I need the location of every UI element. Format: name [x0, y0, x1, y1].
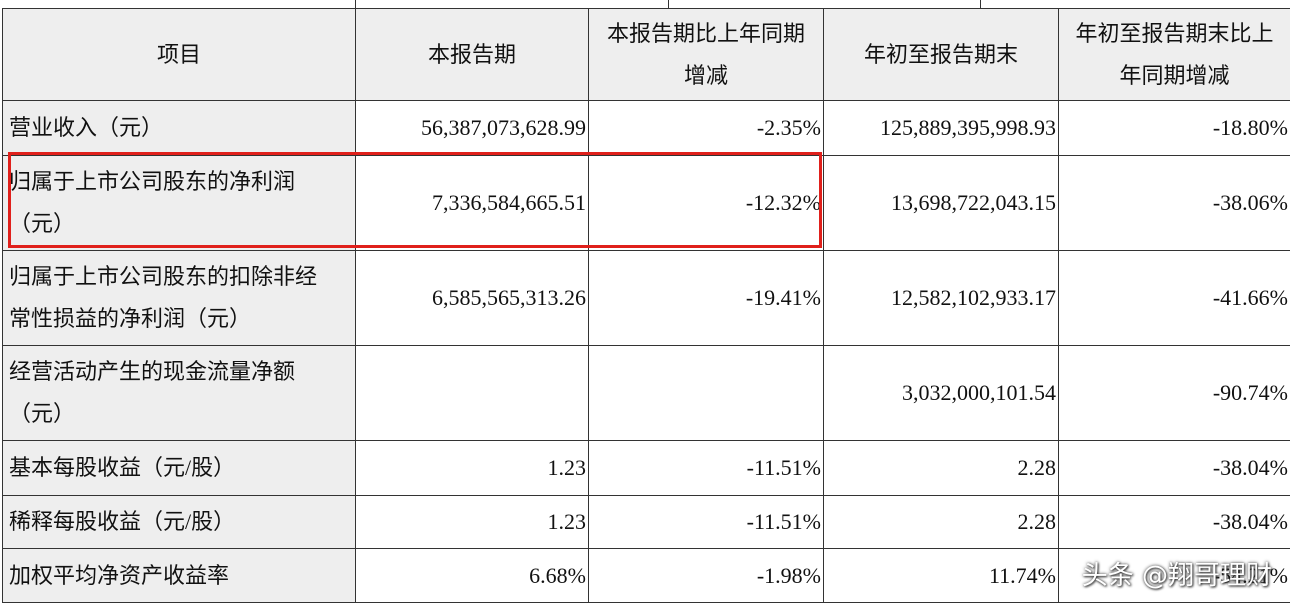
- value-cell: -11.51%: [588, 440, 824, 496]
- cell-text: -90.74%: [1212, 380, 1288, 405]
- value-cell: -18.80%: [1058, 100, 1290, 156]
- row-label: 营业收入（元）: [2, 100, 356, 156]
- value-cell: 12,582,102,933.17: [823, 250, 1059, 346]
- cell-text: 本报告期: [427, 41, 516, 67]
- cell-text: 年初至报告期末比上: [1075, 20, 1274, 46]
- cell-text: -38.04%: [1212, 509, 1288, 534]
- cell-text: -2.35%: [756, 115, 821, 140]
- cell-text: （元）: [9, 211, 76, 236]
- cell-text: -1.98%: [756, 562, 821, 588]
- value-cell: 125,889,395,998.93: [823, 100, 1059, 156]
- value-cell: -1.98%: [588, 548, 824, 603]
- row-label: 归属于上市公司股东的净利润 （元）: [2, 155, 356, 251]
- value-cell: 13,698,722,043.15: [823, 155, 1059, 251]
- cell-text: -54.21%: [1212, 562, 1288, 588]
- cell-text: -11.51%: [746, 509, 821, 534]
- cell-text: 2.28: [1017, 509, 1057, 534]
- value-cell: 3,032,000,101.54: [823, 345, 1059, 441]
- row-label: 基本每股收益（元/股）: [2, 440, 356, 496]
- cell-text: 2.28: [1017, 455, 1057, 480]
- value-cell: -90.74%: [1058, 345, 1290, 441]
- cell-text: 11.74%: [988, 562, 1056, 588]
- header-cell: 本报告期: [355, 8, 589, 101]
- cell-text: 归属于上市公司股东的扣除非经: [9, 264, 318, 289]
- value-cell: -41.66%: [1058, 250, 1290, 346]
- cell-text: 1.23: [547, 509, 587, 534]
- value-cell: [355, 345, 589, 441]
- cell-text: 本报告期比上年同期: [606, 20, 805, 46]
- border: [355, 0, 356, 8]
- header-cell: 年初至报告期末: [823, 8, 1059, 101]
- cell-text: -19.41%: [745, 285, 821, 310]
- value-cell: 6.68%: [355, 548, 589, 603]
- value-cell: -19.41%: [588, 250, 824, 346]
- cell-text: 13,698,722,043.15: [891, 190, 1056, 215]
- cell-text: -41.66%: [1212, 285, 1288, 310]
- cell-text: 营业收入（元）: [9, 115, 164, 140]
- cell-text: -12.32%: [745, 190, 821, 215]
- cell-text: 项目: [156, 41, 201, 67]
- cell-text: -18.80%: [1212, 115, 1288, 140]
- cell-text: 3,032,000,101.54: [902, 380, 1056, 405]
- cell-text: 增减: [683, 62, 728, 88]
- cell-text: 7,336,584,665.51: [432, 190, 586, 215]
- row-label: 加权平均净资产收益率: [2, 548, 356, 603]
- value-cell: -38.04%: [1058, 495, 1290, 549]
- border: [980, 0, 981, 8]
- cell-text: 经营活动产生的现金流量净额: [9, 359, 296, 384]
- value-cell: 2.28: [823, 440, 1059, 496]
- cell-text: 1.23: [547, 455, 587, 480]
- header-cell: 项目: [2, 8, 356, 101]
- cell-text: -38.06%: [1212, 190, 1288, 215]
- cell-text: 常性损益的净利润（元）: [9, 306, 252, 331]
- cell-text: 6.68%: [529, 562, 586, 588]
- header-cell: 本报告期比上年同期 增减: [588, 8, 824, 101]
- cell-text: -11.51%: [746, 455, 821, 480]
- cell-text: 56,387,073,628.99: [421, 115, 586, 140]
- value-cell: 2.28: [823, 495, 1059, 549]
- value-cell: -38.04%: [1058, 440, 1290, 496]
- cell-text: 归属于上市公司股东的净利润: [9, 169, 296, 194]
- row-label: 归属于上市公司股东的扣除非经 常性损益的净利润（元）: [2, 250, 356, 346]
- value-cell: 11.74%: [823, 548, 1059, 603]
- cell-text: 6,585,565,313.26: [432, 285, 586, 310]
- cell-text: 基本每股收益（元/股）: [9, 455, 236, 480]
- cell-text: 加权平均净资产收益率: [9, 562, 230, 588]
- value-cell: 1.23: [355, 440, 589, 496]
- cell-text: （元）: [9, 401, 76, 426]
- row-label: 经营活动产生的现金流量净额 （元）: [2, 345, 356, 441]
- cell-text: 年同期增减: [1119, 62, 1230, 88]
- value-cell: 6,585,565,313.26: [355, 250, 589, 346]
- cell-text: 125,889,395,998.93: [880, 115, 1056, 140]
- value-cell: -54.21%: [1058, 548, 1290, 603]
- border: [668, 0, 669, 8]
- value-cell: [588, 345, 824, 441]
- watermark: 头条 @翔哥理财: [1081, 561, 1272, 591]
- value-cell: 1.23: [355, 495, 589, 549]
- value-cell: -11.51%: [588, 495, 824, 549]
- highlight-box: [8, 152, 822, 248]
- value-cell: 56,387,073,628.99: [355, 100, 589, 156]
- header-cell: 年初至报告期末比上 年同期增减: [1058, 8, 1290, 101]
- row-label: 稀释每股收益（元/股）: [2, 495, 356, 549]
- value-cell: -2.35%: [588, 100, 824, 156]
- cell-text: 稀释每股收益（元/股）: [9, 509, 236, 534]
- cell-text: -38.04%: [1212, 455, 1288, 480]
- cell-text: 12,582,102,933.17: [891, 285, 1056, 310]
- cell-text: 年初至报告期末: [863, 41, 1018, 67]
- value-cell: -38.06%: [1058, 155, 1290, 251]
